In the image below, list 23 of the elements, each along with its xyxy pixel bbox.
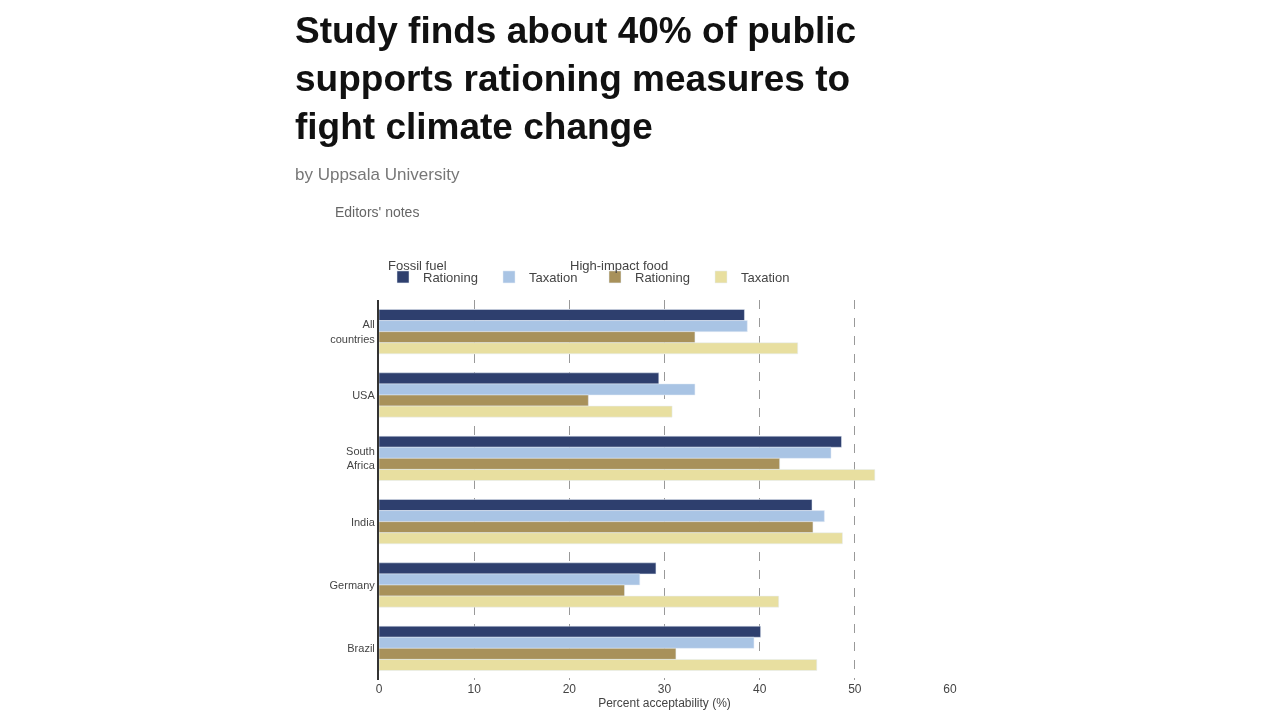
x-tick-label: 50 (848, 682, 862, 696)
x-tick-label: 30 (657, 682, 672, 696)
x-axis-title: Percent acceptability (%) (598, 696, 731, 710)
y-tick-label: India (350, 515, 376, 528)
legend-label: Rationing (423, 270, 478, 286)
chart-subtitle: by Uppsala University (295, 165, 460, 184)
x-tick-label: 40 (752, 682, 767, 696)
text: Fossil fuel (388, 258, 447, 273)
y-tick-label: USA (352, 388, 376, 401)
y-tick-label: South Africa (346, 445, 376, 472)
legend-label: Taxation (529, 270, 578, 286)
x-tick-label: 10 (467, 682, 482, 696)
legend-label: Taxation (741, 270, 790, 286)
legend-label: Rationing (635, 270, 690, 286)
x-tick-label: 60 (943, 682, 957, 696)
x-tick-label: 20 (562, 682, 577, 696)
text: Editors' notes (335, 204, 420, 220)
chart-title: Study finds about 40% of public supports rationing measures to fight climate change (295, 10, 857, 148)
y-tick-label: All countries (330, 318, 376, 345)
y-tick-label: Brazil (347, 642, 375, 655)
x-tick-label: 0 (375, 682, 383, 696)
text: High-impact food (570, 258, 669, 273)
y-tick-label: Germany (329, 578, 376, 591)
